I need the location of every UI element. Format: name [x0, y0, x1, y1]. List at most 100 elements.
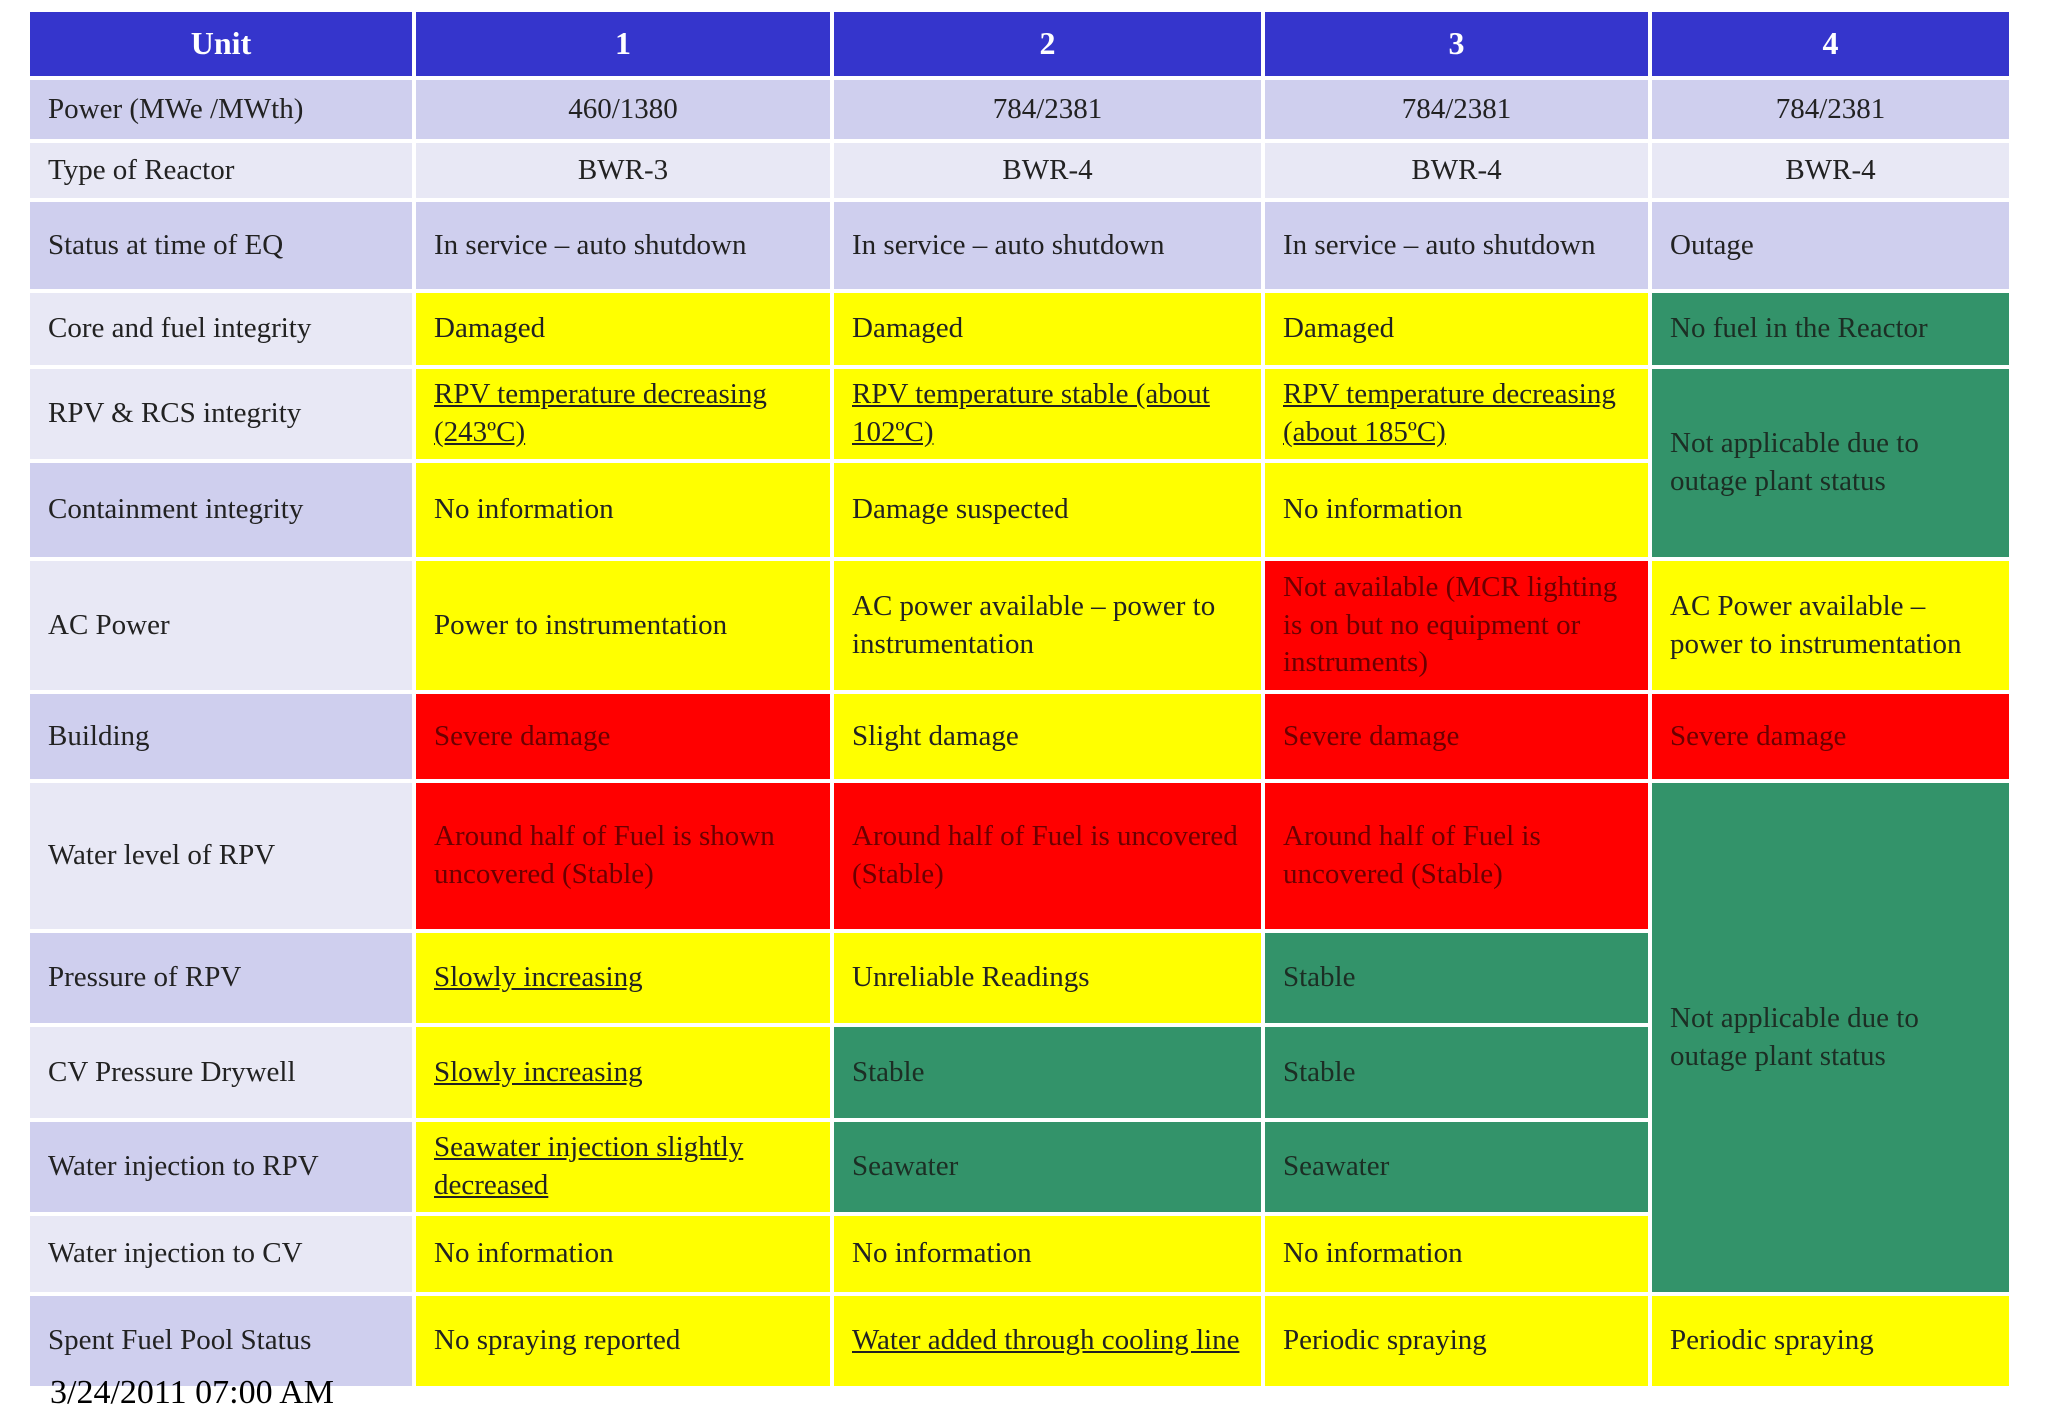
row-label: Status at time of EQ: [26, 198, 416, 293]
cell-text: Slowly increasing: [434, 1055, 643, 1088]
cell-text: Stable: [852, 1055, 925, 1088]
cell-text: Slight damage: [852, 719, 1019, 752]
table-row: Status at time of EQ In service – auto sh…: [26, 198, 2013, 293]
status-cell: 784/2381: [1261, 76, 1652, 143]
table-row: Spent Fuel Pool Status No spraying report…: [26, 1292, 2013, 1390]
cell-text: Stable: [1283, 1055, 1356, 1088]
cell-text: Damaged: [1283, 312, 1395, 345]
status-cell: Seawater: [830, 1118, 1265, 1216]
header-cell: 3: [1261, 8, 1652, 80]
row-label: Core and fuel integrity: [26, 289, 416, 369]
cell-text: Around half of Fuel is uncovered (Stable…: [852, 820, 1238, 890]
status-cell: Slowly increasing: [412, 1023, 834, 1122]
row-label: Water level of RPV: [26, 779, 416, 933]
cell-text: No spraying reported: [434, 1324, 681, 1357]
table-row: Water level of RPV Around half of Fuel is…: [26, 779, 2013, 1296]
row-label: Water injection to CV: [26, 1212, 416, 1296]
cell-text: Not applicable due to outage plant statu…: [1670, 1001, 1919, 1072]
table-row: Core and fuel integrity Damaged Damaged Dam…: [26, 289, 2013, 369]
table-row: Water injection to RPV Seawater injection…: [26, 1118, 2011, 1216]
cell-text: RPV temperature decreasing (243ºC): [434, 378, 767, 448]
status-cell: Severe damage: [412, 690, 834, 783]
cell-text: Not available (MCR lighting is on but no…: [1283, 570, 1618, 679]
cell-text: Slowly increasing: [434, 961, 643, 994]
cell-text: No information: [852, 1237, 1032, 1270]
cell-text: Seawater: [852, 1150, 959, 1183]
table-row: Power (MWe /MWth) 460/1380 784/2381 784/238…: [26, 76, 2013, 143]
status-cell: No information: [412, 459, 834, 561]
status-cell: Around half of Fuel is shown uncovered (…: [412, 779, 834, 933]
status-cell: Not available (MCR lighting is on but no…: [1261, 557, 1652, 694]
row-label: Containment integrity: [26, 459, 416, 561]
cell-text: BWR-4: [1002, 153, 1093, 186]
header-cell: Unit: [26, 8, 416, 80]
row-label: AC Power: [26, 557, 416, 694]
status-cell: Not applicable due to outage plant statu…: [1648, 779, 2013, 1296]
cell-text: No information: [434, 1237, 614, 1270]
status-cell: Periodic spraying: [1261, 1292, 1652, 1390]
status-cell: Not applicable due to outage plant statu…: [1648, 365, 2013, 561]
cell-text: Damage suspected: [852, 493, 1069, 526]
table-row: RPV & RCS integrity RPV temperature decre…: [26, 365, 2013, 561]
status-cell: 460/1380: [412, 76, 834, 143]
table-row: Pressure of RPV Slowly increasing Unreliab…: [26, 929, 2011, 1027]
status-cell: AC power available – power to instrument…: [830, 557, 1265, 694]
cell-text: Severe damage: [1670, 719, 1847, 752]
status-cell: Around half of Fuel is uncovered (Stable…: [1261, 779, 1652, 933]
status-cell: Around half of Fuel is uncovered (Stable…: [830, 779, 1265, 933]
status-cell: Slowly increasing: [412, 929, 834, 1027]
cell-text: RPV temperature decreasing (about 185ºC): [1283, 378, 1616, 448]
cell-text: BWR-3: [577, 153, 669, 186]
cell-text: AC power available – power to instrument…: [852, 589, 1216, 660]
status-cell: Stable: [830, 1023, 1265, 1122]
table-row: Containment integrity No information Damag…: [26, 459, 2011, 561]
status-cell: RPV temperature decreasing (243ºC): [412, 365, 834, 463]
cell-text: Water added through cooling line: [852, 1324, 1240, 1357]
cell-text: RPV temperature stable (about 102ºC): [852, 378, 1210, 448]
cell-text: Seawater: [1283, 1150, 1390, 1183]
row-label: RPV & RCS integrity: [26, 365, 416, 463]
cell-text: 784/2381: [992, 92, 1103, 125]
header-cell: 1: [412, 8, 834, 80]
status-cell: No information: [1261, 459, 1652, 561]
table-row: AC Power Power to instrumentation AC power…: [26, 557, 2013, 694]
status-cell: In service – auto shutdown: [412, 198, 834, 293]
cell-text: 460/1380: [568, 92, 678, 125]
status-cell: Periodic spraying: [1648, 1292, 2013, 1390]
status-cell: RPV temperature decreasing (about 185ºC): [1261, 365, 1652, 463]
cell-text: Outage: [1670, 228, 1754, 261]
status-cell: Power to instrumentation: [412, 557, 834, 694]
cell-text: Severe damage: [434, 719, 611, 752]
status-cell: No fuel in the Reactor: [1648, 289, 2013, 369]
status-cell: No spraying reported: [412, 1292, 834, 1390]
status-cell: Damage suspected: [830, 459, 1265, 561]
row-label: Power (MWe /MWth): [26, 76, 416, 143]
header-cell: 4: [1648, 8, 2013, 80]
status-cell: In service – auto shutdown: [1261, 198, 1652, 293]
cell-text: No information: [1283, 493, 1463, 526]
status-cell: No information: [1261, 1212, 1652, 1296]
status-cell: No information: [412, 1212, 834, 1296]
status-cell: Seawater: [1261, 1118, 1652, 1216]
row-label: Building: [26, 690, 416, 783]
status-cell: AC Power available – power to instrument…: [1648, 557, 2013, 694]
cell-text: Around half of Fuel is uncovered (Stable…: [1283, 820, 1541, 890]
status-cell: Unreliable Readings: [830, 929, 1265, 1027]
status-cell: Severe damage: [1261, 690, 1652, 783]
cell-text: Seawater injection slightly decreased: [434, 1131, 744, 1201]
status-cell: Damaged: [412, 289, 834, 369]
cell-text: Power to instrumentation: [434, 608, 728, 641]
status-cell: Stable: [1261, 929, 1652, 1027]
status-cell: Outage: [1648, 198, 2013, 293]
status-cell: Damaged: [830, 289, 1265, 369]
cell-text: Periodic spraying: [1670, 1324, 1874, 1357]
cell-text: Damaged: [852, 312, 964, 345]
row-label: Spent Fuel Pool Status: [26, 1292, 416, 1390]
row-label: Pressure of RPV: [26, 929, 416, 1027]
status-cell: RPV temperature stable (about 102ºC): [830, 365, 1265, 463]
status-cell: Water added through cooling line: [830, 1292, 1265, 1390]
cell-text: Damaged: [434, 312, 546, 345]
status-cell: Stable: [1261, 1023, 1652, 1122]
status-cell: No information: [830, 1212, 1265, 1296]
